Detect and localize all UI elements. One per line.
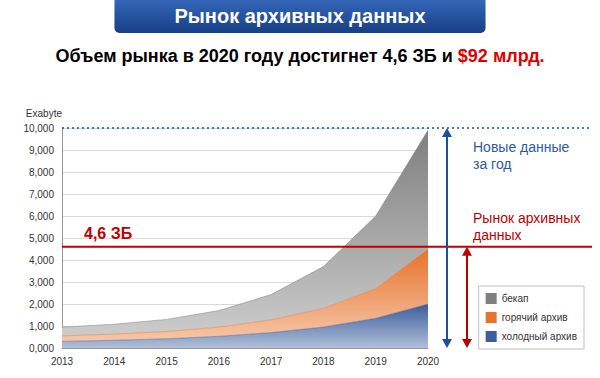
svg-text:2015: 2015 [155,356,178,367]
svg-text:Новые данные: Новые данные [473,139,570,155]
svg-text:10,000: 10,000 [23,123,54,134]
svg-text:2,000: 2,000 [29,299,54,310]
svg-text:2020: 2020 [417,356,440,367]
svg-text:Объем рынка в 2020 году достиг: Объем рынка в 2020 году достигнет 4,6 ЗБ… [55,46,457,66]
svg-text:2019: 2019 [365,356,388,367]
svg-text:6,000: 6,000 [29,211,54,222]
svg-text:8,000: 8,000 [29,167,54,178]
svg-text:7,000: 7,000 [29,189,54,200]
svg-text:за год: за год [473,156,512,172]
svg-text:5,000: 5,000 [29,233,54,244]
svg-text:холодный архив: холодный архив [502,331,577,342]
svg-text:3,000: 3,000 [29,277,54,288]
svg-text:$92 млрд.: $92 млрд. [458,46,545,66]
svg-text:9,000: 9,000 [29,145,54,156]
svg-text:Рынок архивных данных: Рынок архивных данных [174,5,425,27]
svg-text:2017: 2017 [260,356,283,367]
svg-text:бекап: бекап [502,293,529,304]
svg-text:2013: 2013 [51,356,74,367]
svg-text:2016: 2016 [208,356,231,367]
svg-text:4,6 ЗБ: 4,6 ЗБ [84,225,132,242]
svg-text:4,000: 4,000 [29,255,54,266]
svg-text:Рынок архивных: Рынок архивных [473,210,580,226]
svg-text:2014: 2014 [103,356,126,367]
svg-text:Exabyte: Exabyte [26,108,63,119]
svg-text:2018: 2018 [312,356,335,367]
svg-text:0,000: 0,000 [29,343,54,354]
svg-text:1,000: 1,000 [29,321,54,332]
svg-text:данных: данных [473,227,521,243]
svg-text:горячий архив: горячий архив [502,312,568,323]
